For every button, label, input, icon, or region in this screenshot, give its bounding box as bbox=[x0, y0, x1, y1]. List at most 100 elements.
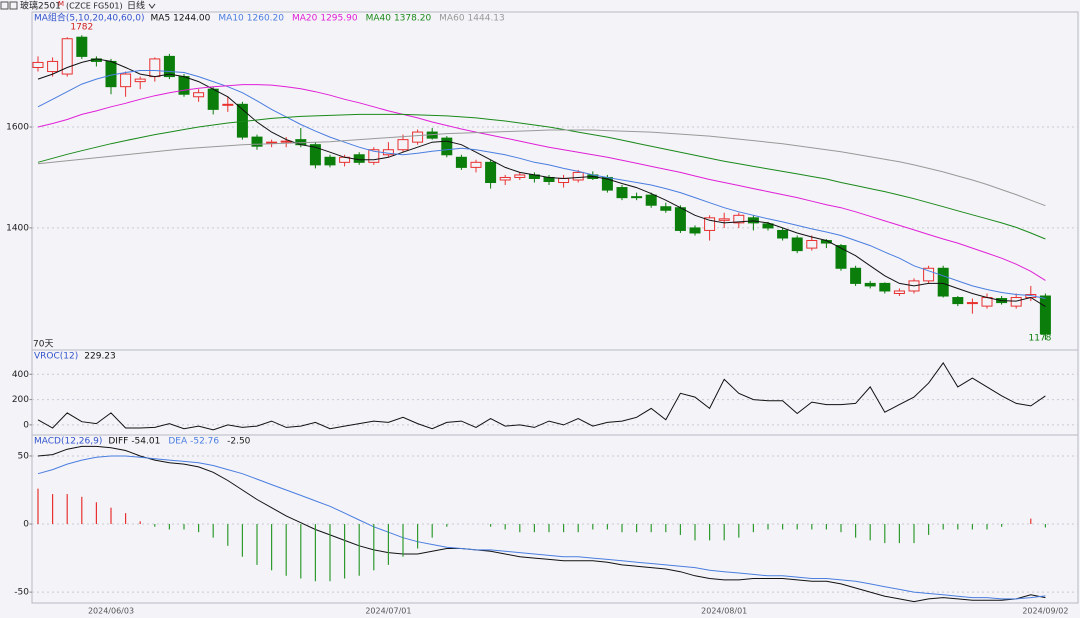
candle-body bbox=[178, 76, 190, 95]
candle-body bbox=[747, 217, 759, 224]
candle-body bbox=[850, 267, 862, 284]
candle-body bbox=[616, 187, 628, 199]
candle-body bbox=[791, 237, 803, 252]
ma-line bbox=[37, 113, 1046, 240]
candle-body bbox=[937, 267, 949, 297]
candle-body bbox=[704, 217, 716, 231]
ma-line bbox=[37, 129, 1046, 207]
candle-body bbox=[674, 207, 686, 231]
candle-body bbox=[470, 161, 482, 168]
x-tick-label: 2024/07/01 bbox=[365, 607, 411, 616]
candle-body bbox=[32, 61, 44, 68]
candle-body bbox=[76, 36, 88, 57]
macd-line bbox=[37, 445, 1046, 603]
y-tick-label: 1400 bbox=[6, 223, 29, 233]
y-tick-label: 200 bbox=[12, 395, 29, 405]
macd-panel bbox=[31, 434, 1079, 604]
x-tick-label: 2024/08/01 bbox=[701, 607, 747, 616]
legend-text: 1444.13 bbox=[468, 14, 505, 24]
candle-body bbox=[193, 92, 205, 98]
candle-body bbox=[47, 60, 59, 73]
candle-body bbox=[499, 176, 511, 181]
y-tick-label: 400 bbox=[12, 370, 29, 380]
candle-body bbox=[966, 302, 978, 305]
candle-body bbox=[134, 78, 146, 83]
y-tick-label: 1600 bbox=[6, 123, 29, 133]
candle-body bbox=[660, 206, 672, 211]
candle-body bbox=[733, 214, 745, 224]
symbol-title: 玻璃2501 bbox=[20, 0, 61, 12]
candle-body bbox=[879, 282, 891, 292]
legend-text: 1378.20 bbox=[394, 14, 431, 24]
y-tick-label: 0 bbox=[23, 420, 29, 430]
candle-body bbox=[324, 156, 336, 166]
legend-text: MA40 bbox=[366, 14, 392, 24]
x-tick-label: 2024/06/03 bbox=[88, 607, 134, 616]
candle-body bbox=[835, 245, 847, 269]
legend-text: MACD(12,26,9) bbox=[34, 437, 102, 447]
candle-body bbox=[952, 297, 964, 305]
icon[interactable] bbox=[9, 1, 18, 10]
legend-text: DEA bbox=[168, 437, 188, 447]
candle-body bbox=[207, 88, 219, 110]
candle-body bbox=[412, 131, 424, 143]
candle-body bbox=[266, 141, 278, 144]
candle-body bbox=[981, 297, 993, 307]
legend-text: MA10 bbox=[218, 14, 244, 24]
candle-body bbox=[441, 137, 453, 156]
candle-body bbox=[149, 58, 161, 78]
candle-body bbox=[1039, 295, 1051, 335]
macd-line bbox=[37, 455, 1046, 600]
dropdown-arrow[interactable] bbox=[148, 3, 156, 9]
candle-body bbox=[222, 103, 234, 106]
candle-body bbox=[762, 223, 774, 229]
candle-body bbox=[631, 196, 643, 199]
icon[interactable] bbox=[0, 1, 9, 10]
legend-text: MA20 bbox=[292, 14, 318, 24]
legend-text: DIFF bbox=[108, 437, 128, 447]
vroc-line bbox=[37, 361, 1046, 431]
candle-body bbox=[864, 282, 876, 287]
candle-body bbox=[777, 229, 789, 239]
y-tick-label: 50 bbox=[18, 451, 30, 461]
candle-body bbox=[455, 156, 467, 168]
candle-body bbox=[120, 73, 132, 88]
legend-text: 1260.20 bbox=[247, 14, 284, 24]
legend-text: -54.01 bbox=[131, 437, 160, 447]
candle-body bbox=[645, 194, 657, 206]
candle-body bbox=[61, 38, 73, 75]
legend-text: 1244.00 bbox=[173, 14, 210, 24]
symbol-code: (CZCE FG501) bbox=[66, 2, 123, 11]
low-label: 1178 bbox=[1028, 333, 1051, 343]
candle-body bbox=[514, 174, 526, 178]
x-tick-label: 2024/09/02 bbox=[1022, 607, 1068, 616]
candle-body bbox=[485, 161, 497, 184]
period-label: 70天 bbox=[33, 340, 53, 350]
legend-text: 229.23 bbox=[84, 352, 116, 362]
candle-body bbox=[368, 149, 380, 163]
candle-body bbox=[689, 227, 701, 234]
candle-body bbox=[718, 218, 730, 221]
symbol-flag: M bbox=[58, 0, 64, 8]
legend-text: 1295.90 bbox=[320, 14, 357, 24]
ma-line bbox=[37, 84, 1046, 281]
candle-body bbox=[353, 154, 365, 163]
candle-body bbox=[163, 55, 175, 78]
candle-body bbox=[923, 267, 935, 282]
candle-body bbox=[558, 177, 570, 184]
legend-text: MA60 bbox=[439, 14, 465, 24]
ma-line bbox=[37, 58, 1046, 308]
candle-body bbox=[251, 136, 263, 147]
legend-text: MA组合(5,10,20,40,60,0) bbox=[34, 12, 145, 24]
candle-body bbox=[1010, 297, 1022, 307]
legend-text: MA5 bbox=[151, 14, 171, 24]
candle-body bbox=[806, 240, 818, 249]
ma-line bbox=[37, 70, 1046, 299]
legend-text: -52.76 bbox=[190, 437, 219, 447]
y-tick-label: -50 bbox=[14, 588, 29, 598]
period-selector[interactable]: 日线 bbox=[127, 0, 145, 12]
legend-text: -2.50 bbox=[227, 437, 251, 447]
legend-text: VROC(12) bbox=[34, 352, 78, 362]
